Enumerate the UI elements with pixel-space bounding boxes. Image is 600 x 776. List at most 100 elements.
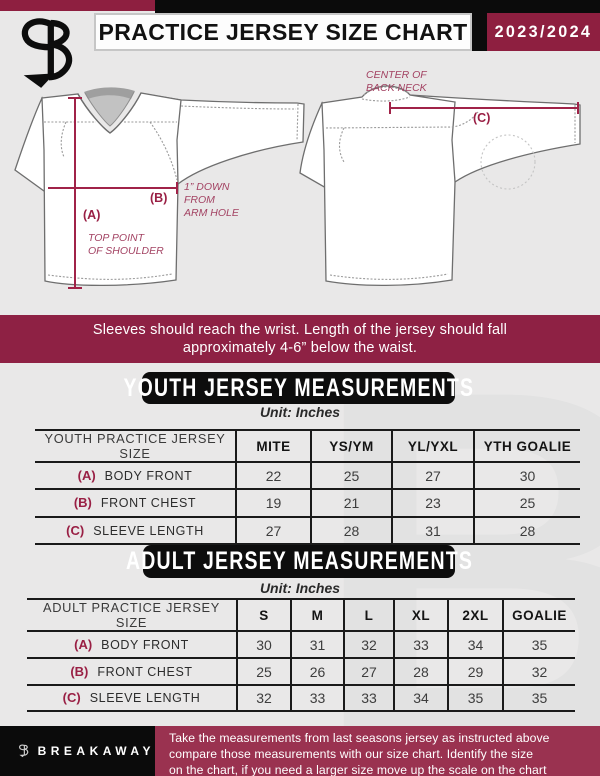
adult-header-row: ADULT PRACTICE JERSEY SIZE S M L XL 2XL … — [27, 598, 575, 631]
row-key: (A) — [74, 636, 93, 652]
footer-note-line1: Take the measurements from last seasons … — [169, 731, 550, 745]
col-header-l: L — [343, 598, 394, 631]
banner-line1: Sleeves should reach the wrist. Length o… — [92, 322, 508, 338]
cell: 19 — [235, 488, 311, 517]
jersey-back-seams — [325, 86, 576, 280]
youth-header-row: YOUTH PRACTICE JERSEY SIZE MITE YS/YM YL… — [35, 429, 580, 462]
cell: 25 — [236, 657, 291, 685]
jersey-front-seams — [44, 103, 299, 280]
row-key: (C) — [62, 690, 81, 705]
jersey-measurement-diagram: (B) 1” DOWN FROM ARM HOLE (A) TOP POINT … — [14, 69, 581, 289]
breakaway-b-monogram-icon — [21, 18, 73, 88]
table-row: (A) BODY FRONT 30 31 32 33 34 35 — [27, 630, 575, 658]
footer-brand-block: BREAKAWAY — [0, 726, 155, 776]
cell: 35 — [447, 684, 503, 711]
table-row: (A) BODY FRONT 22 25 27 30 — [35, 461, 580, 489]
cell: 34 — [447, 630, 503, 658]
cell: 29 — [447, 657, 503, 685]
cell: 33 — [343, 684, 394, 711]
youth-size-table: YOUTH PRACTICE JERSEY SIZE MITE YS/YM YL… — [35, 429, 580, 545]
col-header-2xl: 2XL — [447, 598, 503, 631]
cell: 26 — [290, 657, 344, 685]
row-key: (B) — [70, 663, 89, 679]
note-c-line1: CENTER OF — [366, 69, 427, 81]
cell: 22 — [235, 461, 311, 489]
row-label-sleeve-length: (C) SLEEVE LENGTH — [27, 684, 237, 711]
fit-guidance-banner: Sleeves should reach the wrist. Length o… — [0, 315, 600, 363]
table-row: (B) FRONT CHEST 19 21 23 25 — [35, 488, 580, 517]
row-name: SLEEVE LENGTH — [89, 691, 201, 705]
cell: 35 — [502, 630, 575, 658]
table-row: (C) SLEEVE LENGTH 32 33 33 34 35 35 — [27, 684, 575, 711]
cell: 23 — [391, 488, 474, 517]
youth-table-title: YOUTH PRACTICE JERSEY SIZE — [35, 429, 236, 462]
adult-section-title: ADULT JERSEY MEASUREMENTS — [125, 547, 473, 575]
cell: 30 — [236, 630, 291, 658]
row-key: (B) — [73, 495, 92, 510]
banner-line2: approximately 4-6” below the waist. — [182, 340, 418, 356]
jersey-front-drawing — [14, 92, 305, 287]
cell: 30 — [473, 461, 580, 489]
jersey-front-collar — [77, 87, 142, 134]
cell: 27 — [235, 516, 311, 544]
row-label-body-front: (A) BODY FRONT — [27, 630, 237, 658]
cell: 33 — [290, 684, 344, 711]
cell: 34 — [393, 684, 448, 711]
note-b-line1: 1” DOWN — [184, 181, 230, 193]
cell: 31 — [290, 630, 344, 658]
measurement-line-c — [389, 102, 579, 114]
season-badge: 2023/2024 — [487, 13, 600, 51]
adult-size-table: ADULT PRACTICE JERSEY SIZE S M L XL 2XL … — [27, 598, 575, 712]
footer-instructions: Take the measurements from last seasons … — [155, 726, 600, 776]
cell: 35 — [502, 684, 575, 711]
row-label-front-chest: (B) FRONT CHEST — [35, 488, 236, 517]
logo-flag — [23, 73, 55, 88]
col-header-s: S — [236, 598, 291, 631]
row-name: SLEEVE LENGTH — [93, 523, 204, 538]
brand-name: BREAKAWAY — [37, 744, 155, 758]
cell: 25 — [473, 488, 580, 517]
adult-table-title: ADULT PRACTICE JERSEY SIZE — [27, 598, 237, 631]
cell: 21 — [310, 488, 392, 517]
table-row: (C) SLEEVE LENGTH 27 28 31 28 — [35, 516, 580, 544]
marker-c-label: (C) — [473, 111, 490, 125]
cell: 32 — [502, 657, 575, 685]
marker-a-label: (A) — [83, 208, 100, 222]
elbow-detail-circle — [480, 134, 536, 190]
note-b-line3: ARM HOLE — [183, 207, 240, 219]
col-header-ysym: YS/YM — [310, 429, 392, 462]
breakaway-b-monogram-footer-icon — [19, 744, 29, 758]
note-a-line2: OF SHOULDER — [88, 245, 164, 257]
col-header-yth-goalie: YTH GOALIE — [473, 429, 580, 462]
cell: 28 — [393, 657, 448, 685]
youth-section-title: YOUTH JERSEY MEASUREMENTS — [123, 373, 474, 402]
col-header-m: M — [290, 598, 344, 631]
season-label: 2023/2024 — [494, 22, 593, 41]
row-key: (C) — [66, 522, 85, 538]
cell: 32 — [343, 630, 394, 658]
col-header-goalie: GOALIE — [502, 598, 575, 631]
note-c-line2: BACK NECK — [366, 82, 428, 94]
adult-unit-label: Unit: Inches — [259, 580, 341, 596]
cell: 31 — [391, 516, 474, 544]
row-label-sleeve-length: (C) SLEEVE LENGTH — [35, 516, 236, 544]
row-key: (A) — [77, 467, 96, 483]
cell: 33 — [393, 630, 448, 658]
cell: 25 — [310, 461, 392, 489]
page-title-box: PRACTICE JERSEY SIZE CHART — [94, 13, 472, 51]
note-a-line1: TOP POINT — [88, 232, 146, 244]
row-name: BODY FRONT — [101, 637, 189, 652]
measurement-line-a — [68, 97, 82, 289]
col-header-ylyxl: YL/YXL — [391, 429, 474, 462]
cell: 28 — [473, 516, 580, 544]
note-b-line2: FROM — [184, 194, 215, 206]
row-label-front-chest: (B) FRONT CHEST — [27, 657, 237, 685]
marker-b-label: (B) — [150, 191, 167, 205]
youth-unit-label: Unit: Inches — [259, 404, 341, 420]
cell: 27 — [343, 657, 394, 685]
jersey-back-drawing — [299, 85, 581, 287]
col-header-mite: MITE — [235, 429, 311, 462]
cell: 32 — [236, 684, 291, 711]
page-title: PRACTICE JERSEY SIZE CHART — [98, 18, 468, 45]
